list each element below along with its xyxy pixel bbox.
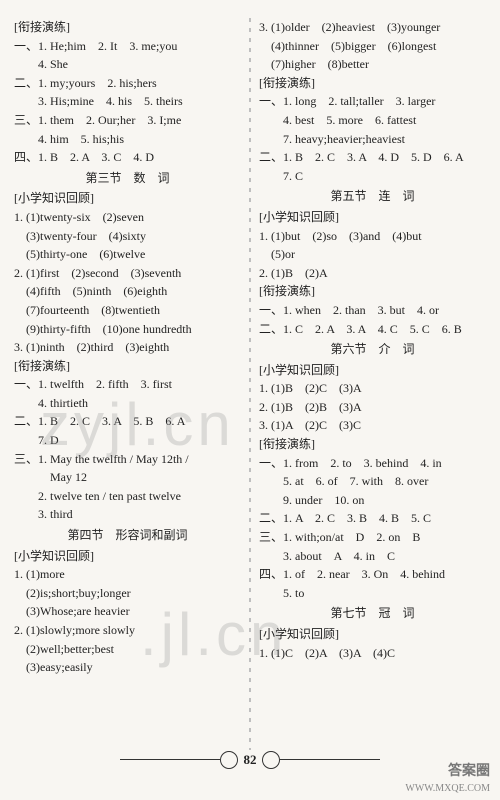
text-line: 第三节 数 词 [14, 169, 241, 188]
footer-url: WWW.MXQE.COM [405, 783, 490, 794]
text-line: 9. under 10. on [259, 491, 486, 510]
column-divider [249, 18, 251, 750]
text-line: 3. His;mine 4. his 5. theirs [14, 92, 241, 111]
text-line: 7. heavy;heavier;heaviest [259, 130, 486, 149]
text-line: 二、1. my;yours 2. his;hers [14, 74, 241, 93]
text-line: 四、1. of 2. near 3. On 4. behind [259, 565, 486, 584]
text-line: 4. him 5. his;his [14, 130, 241, 149]
text-line: 第七节 冠 词 [259, 604, 486, 623]
text-line: 1. (1)twenty-six (2)seven [14, 208, 241, 227]
text-line: 2. twelve ten / ten past twelve [14, 487, 241, 506]
text-line: (5)or [259, 245, 486, 264]
text-line: 5. at 6. of 7. with 8. over [259, 472, 486, 491]
text-line: [衔接演练] [259, 435, 486, 454]
text-line: 三、1. May the twelfth / May 12th / [14, 450, 241, 469]
text-line: 1. (1)B (2)C (3)A [259, 379, 486, 398]
text-line: (3)twenty-four (4)sixty [14, 227, 241, 246]
text-line: [小学知识回顾] [14, 547, 241, 566]
text-line: [小学知识回顾] [259, 625, 486, 644]
text-line: 4. She [14, 55, 241, 74]
text-line: (5)thirty-one (6)twelve [14, 245, 241, 264]
text-line: 二、1. B 2. C 3. A 4. D 5. D 6. A [259, 148, 486, 167]
text-line: 第六节 介 词 [259, 340, 486, 359]
text-line: [衔接演练] [259, 74, 486, 93]
text-line: 二、1. A 2. C 3. B 4. B 5. C [259, 509, 486, 528]
text-line: 4. thirtieth [14, 394, 241, 413]
text-line: 2. (1)B (2)B (3)A [259, 398, 486, 417]
page-columns: [衔接演练]一、1. He;him 2. It 3. me;you4. She二… [0, 0, 500, 760]
text-line: 一、1. when 2. than 3. but 4. or [259, 301, 486, 320]
text-line: [小学知识回顾] [14, 189, 241, 208]
text-line: [小学知识回顾] [259, 208, 486, 227]
column-left: [衔接演练]一、1. He;him 2. It 3. me;you4. She二… [14, 18, 241, 750]
text-line: (7)higher (8)better [259, 55, 486, 74]
text-line: 一、1. twelfth 2. fifth 3. first [14, 375, 241, 394]
footer-logo: 答案圈 [448, 760, 490, 780]
text-line: May 12 [14, 468, 241, 487]
text-line: 4. best 5. more 6. fattest [259, 111, 486, 130]
footer-deco-left [120, 759, 220, 760]
text-line: [衔接演练] [259, 282, 486, 301]
footer-deco-right [280, 759, 380, 760]
text-line: 三、1. them 2. Our;her 3. I;me [14, 111, 241, 130]
text-line: 一、1. He;him 2. It 3. me;you [14, 37, 241, 56]
text-line: 3. (1)A (2)C (3)C [259, 416, 486, 435]
text-line: 3. (1)older (2)heaviest (3)younger [259, 18, 486, 37]
text-line: 7. C [259, 167, 486, 186]
text-line: 3. (1)ninth (2)third (3)eighth [14, 338, 241, 357]
text-line: [小学知识回顾] [259, 361, 486, 380]
text-line: [衔接演练] [14, 18, 241, 37]
text-line: (2)well;better;best [14, 640, 241, 659]
text-line: (3)easy;easily [14, 658, 241, 677]
text-line: 一、1. long 2. tall;taller 3. larger [259, 92, 486, 111]
text-line: 一、1. from 2. to 3. behind 4. in [259, 454, 486, 473]
text-line: 1. (1)more [14, 565, 241, 584]
text-line: 3. third [14, 505, 241, 524]
text-line: [衔接演练] [14, 357, 241, 376]
text-line: 四、1. B 2. A 3. C 4. D [14, 148, 241, 167]
text-line: 2. (1)slowly;more slowly [14, 621, 241, 640]
text-line: 5. to [259, 584, 486, 603]
text-line: 第五节 连 词 [259, 187, 486, 206]
text-line: (4)fifth (5)ninth (6)eighth [14, 282, 241, 301]
text-line: 3. about A 4. in C [259, 547, 486, 566]
text-line: 1. (1)C (2)A (3)A (4)C [259, 644, 486, 663]
text-line: 1. (1)but (2)so (3)and (4)but [259, 227, 486, 246]
page-number: 82 [232, 748, 268, 772]
text-line: 第四节 形容词和副词 [14, 526, 241, 545]
text-line: (4)thinner (5)bigger (6)longest [259, 37, 486, 56]
text-line: (3)Whose;are heavier [14, 602, 241, 621]
text-line: 7. D [14, 431, 241, 450]
text-line: 二、1. C 2. A 3. A 4. C 5. C 6. B [259, 320, 486, 339]
text-line: (2)is;short;buy;longer [14, 584, 241, 603]
text-line: (7)fourteenth (8)twentieth [14, 301, 241, 320]
text-line: 2. (1)first (2)second (3)seventh [14, 264, 241, 283]
text-line: (9)thirty-fifth (10)one hundredth [14, 320, 241, 339]
column-right: 3. (1)older (2)heaviest (3)younger(4)thi… [259, 18, 486, 750]
text-line: 二、1. B 2. C 3. A 5. B 6. A [14, 412, 241, 431]
text-line: 2. (1)B (2)A [259, 264, 486, 283]
text-line: 三、1. with;on/at D 2. on B [259, 528, 486, 547]
